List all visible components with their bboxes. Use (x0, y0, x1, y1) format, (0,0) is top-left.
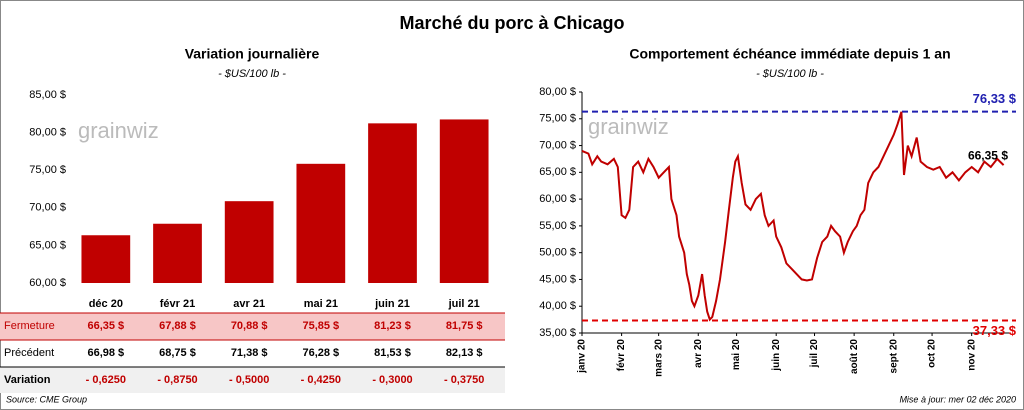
x-tick-label: avr 21 (233, 298, 265, 310)
y-tick-label: 40,00 $ (539, 300, 576, 312)
x-tick-label: mars 20 (653, 339, 664, 377)
watermark: grainwiz (588, 114, 669, 139)
table-cell: 81,23 $ (374, 320, 411, 332)
table-cell: - 0,3000 (372, 374, 412, 386)
y-tick-label: 85,00 $ (29, 89, 66, 101)
y-tick-label: 65,00 $ (539, 166, 576, 178)
x-tick-label: janv 20 (577, 339, 588, 374)
bar (439, 119, 489, 283)
row-label: Précédent (4, 347, 54, 359)
x-tick-label: avr 20 (693, 339, 704, 368)
y-tick-label: 55,00 $ (539, 220, 576, 232)
end-label: 66,35 $ (968, 148, 1008, 162)
x-tick-label: nov 20 (966, 339, 977, 371)
x-tick-label: févr 21 (160, 298, 195, 310)
table-cell: - 0,5000 (229, 374, 269, 386)
bar (81, 235, 131, 283)
y-tick-label: 80,00 $ (29, 127, 66, 139)
y-tick-label: 45,00 $ (539, 273, 576, 285)
table-cell: 82,13 $ (446, 347, 483, 359)
table-cell: - 0,3750 (444, 374, 484, 386)
x-tick-label: mai 20 (731, 339, 742, 371)
table-cell: 76,28 $ (302, 347, 339, 359)
x-tick-label: mai 21 (304, 298, 338, 310)
y-tick-label: 50,00 $ (539, 247, 576, 259)
source: Source: CME Group (6, 394, 87, 404)
x-tick-label: sept 20 (888, 339, 899, 374)
chart-title: Variation journalière (185, 46, 320, 62)
y-tick-label: 70,00 $ (29, 202, 66, 214)
x-tick-label: déc 20 (89, 298, 123, 310)
x-tick-label: juil 21 (448, 298, 480, 310)
table-cell: 66,98 $ (87, 347, 124, 359)
row-highlight (0, 313, 505, 340)
bar (224, 201, 274, 283)
y-tick-label: 35,00 $ (539, 327, 576, 339)
y-tick-label: 75,00 $ (29, 164, 66, 176)
page-title: Marché du porc à Chicago (399, 13, 624, 33)
x-tick-label: févr 20 (616, 339, 627, 372)
watermark: grainwiz (78, 118, 159, 143)
x-tick-label: juil 20 (809, 339, 820, 369)
table-cell: 68,75 $ (159, 347, 196, 359)
table-cell: 66,35 $ (87, 320, 124, 332)
table-cell: 71,38 $ (231, 347, 268, 359)
table-cell: - 0,8750 (157, 374, 197, 386)
y-tick-label: 60,00 $ (29, 277, 66, 289)
row-label: Fermeture (4, 320, 55, 332)
row-label: Variation (4, 374, 51, 386)
line (581, 111, 1005, 322)
chart-subtitle: - $US/100 lb - (218, 68, 286, 80)
updated: Mise à jour: mer 02 déc 2020 (899, 394, 1016, 404)
x-tick-label: juin 21 (374, 298, 410, 310)
bar (296, 163, 346, 283)
y-tick-label: 70,00 $ (539, 139, 576, 151)
reference-label: 76,33 $ (973, 91, 1017, 106)
y-tick-label: 75,00 $ (539, 113, 576, 125)
table-cell: 81,75 $ (446, 320, 483, 332)
table-cell: - 0,6250 (86, 374, 126, 386)
table-cell: - 0,4250 (301, 374, 341, 386)
bar (153, 223, 202, 283)
chart-title: Comportement échéance immédiate depuis 1… (629, 46, 950, 62)
y-tick-label: 65,00 $ (29, 239, 66, 251)
table-cell: 70,88 $ (231, 320, 268, 332)
table-cell: 75,85 $ (302, 320, 339, 332)
x-tick-label: juin 20 (771, 339, 782, 372)
table-cell: 81,53 $ (374, 347, 411, 359)
x-tick-label: août 20 (849, 339, 860, 374)
reference-label: 37,33 $ (973, 323, 1017, 338)
row-shade (0, 367, 505, 393)
chart-subtitle: - $US/100 lb - (756, 68, 824, 80)
y-tick-label: 60,00 $ (539, 193, 576, 205)
x-tick-label: oct 20 (927, 339, 938, 368)
y-tick-label: 80,00 $ (539, 86, 576, 98)
bar (368, 123, 417, 283)
table-cell: 67,88 $ (159, 320, 196, 332)
